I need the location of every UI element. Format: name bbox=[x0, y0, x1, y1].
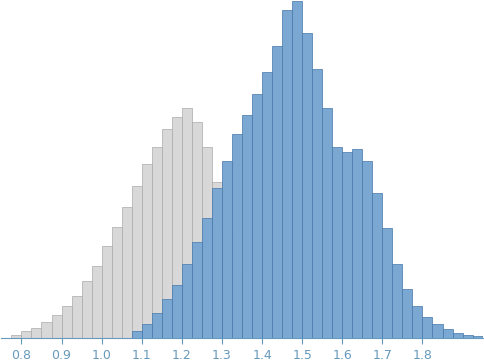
Bar bbox=[132, 331, 142, 338]
Bar bbox=[202, 147, 212, 338]
Bar bbox=[82, 281, 91, 338]
Bar bbox=[423, 317, 433, 338]
Bar bbox=[212, 182, 222, 338]
Bar bbox=[152, 147, 162, 338]
Bar bbox=[51, 315, 61, 338]
Bar bbox=[91, 265, 102, 338]
Bar bbox=[142, 164, 152, 338]
Bar bbox=[232, 271, 242, 338]
Bar bbox=[242, 321, 252, 338]
Bar bbox=[172, 117, 182, 338]
Bar bbox=[182, 264, 192, 338]
Bar bbox=[182, 108, 192, 338]
Bar bbox=[21, 331, 31, 338]
Bar bbox=[382, 228, 393, 338]
Bar bbox=[12, 335, 21, 338]
Bar bbox=[142, 324, 152, 338]
Bar bbox=[61, 306, 72, 338]
Bar bbox=[202, 218, 212, 338]
Bar bbox=[442, 329, 453, 338]
Bar bbox=[332, 147, 342, 338]
Bar bbox=[162, 299, 172, 338]
Bar bbox=[112, 227, 121, 338]
Bar bbox=[402, 289, 412, 338]
Bar bbox=[192, 122, 202, 338]
Bar bbox=[342, 152, 352, 338]
Bar bbox=[282, 10, 292, 338]
Bar bbox=[172, 285, 182, 338]
Bar bbox=[232, 134, 242, 338]
Bar bbox=[393, 264, 402, 338]
Bar bbox=[372, 193, 382, 338]
Bar bbox=[472, 337, 483, 338]
Bar bbox=[412, 306, 423, 338]
Bar bbox=[162, 129, 172, 338]
Bar bbox=[192, 242, 202, 338]
Bar bbox=[433, 324, 442, 338]
Bar bbox=[272, 46, 282, 338]
Bar bbox=[102, 246, 112, 338]
Bar bbox=[302, 33, 312, 338]
Bar bbox=[42, 322, 51, 338]
Bar bbox=[72, 295, 82, 338]
Bar bbox=[463, 335, 472, 338]
Bar bbox=[262, 72, 272, 338]
Bar bbox=[252, 94, 262, 338]
Bar bbox=[363, 161, 372, 338]
Bar bbox=[222, 161, 232, 338]
Bar bbox=[222, 228, 232, 338]
Bar bbox=[212, 188, 222, 338]
Bar bbox=[352, 148, 363, 338]
Bar bbox=[312, 69, 322, 338]
Bar bbox=[242, 115, 252, 338]
Bar bbox=[31, 327, 42, 338]
Bar bbox=[121, 207, 132, 338]
Bar bbox=[453, 333, 463, 338]
Bar bbox=[132, 186, 142, 338]
Bar bbox=[152, 313, 162, 338]
Bar bbox=[322, 108, 332, 338]
Bar bbox=[292, 1, 302, 338]
